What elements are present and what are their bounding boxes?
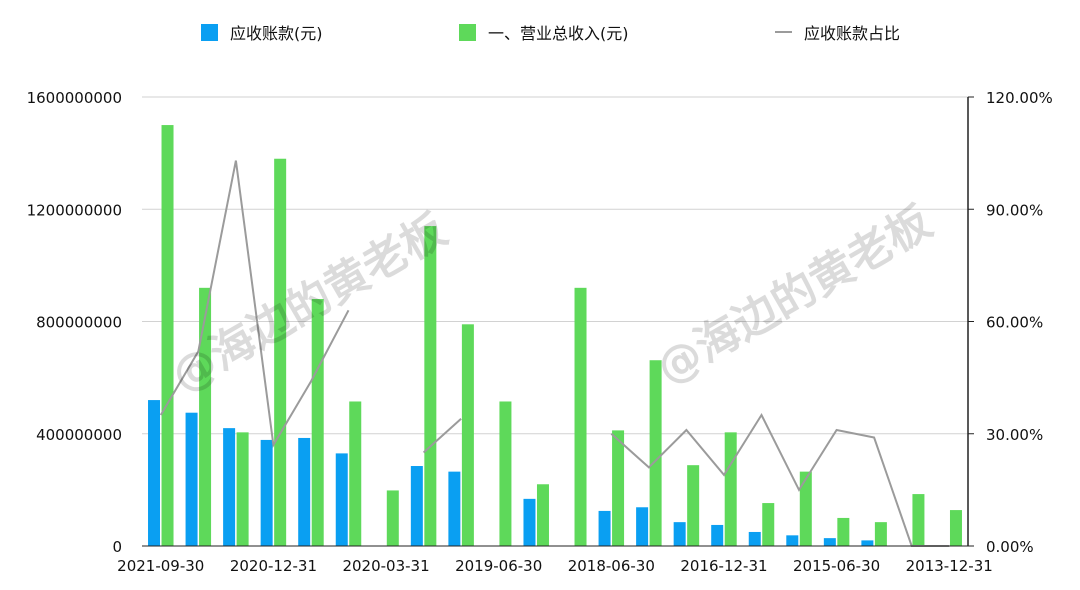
- x-tick-label: 2020-12-31: [230, 557, 317, 575]
- ratio-line-segment: [422, 418, 462, 454]
- ratio-line-segment: [610, 412, 950, 547]
- receivables-bar: [223, 428, 236, 546]
- ratio-line: [159, 160, 950, 547]
- receivables-bar: [598, 510, 611, 546]
- receivables-bar: [260, 439, 273, 546]
- x-tick-label: 2020-03-31: [342, 557, 429, 575]
- receivables-bar: [786, 535, 799, 546]
- revenue-bar: [349, 401, 362, 546]
- revenue-bar: [949, 510, 962, 546]
- receivables-bar: [673, 522, 686, 546]
- receivables-bar: [335, 453, 348, 546]
- receivables-bar: [523, 498, 536, 546]
- legend-label: 一、营业总收入(元): [488, 24, 629, 43]
- revenue-bar: [612, 430, 625, 546]
- receivables-bar: [298, 437, 311, 546]
- y-tick-label: 400000000: [36, 426, 122, 444]
- chart-legend: 应收账款(元) 一、营业总收入(元) 应收账款占比: [201, 24, 900, 43]
- revenue-bar: [724, 432, 737, 546]
- revenue-bar: [386, 490, 399, 546]
- x-tick-label: 2015-06-30: [793, 557, 880, 575]
- x-tick-label: 2013-12-31: [906, 557, 993, 575]
- receivables-bar: [410, 466, 423, 546]
- revenue-bar: [649, 360, 662, 546]
- revenue-bar: [837, 517, 850, 546]
- legend-label: 应收账款(元): [230, 24, 323, 43]
- revenue-bar: [499, 401, 512, 546]
- bar-marks: [148, 125, 962, 547]
- y2-tick-label: 0.00%: [986, 538, 1034, 556]
- y2-tick-label: 30.00%: [986, 426, 1043, 444]
- receivables-bar: [823, 538, 836, 546]
- watermark-text: @海边的黄老板: [648, 196, 940, 394]
- x-tick-label: 2018-06-30: [568, 557, 655, 575]
- receivables-bar: [636, 507, 649, 546]
- revenue-bar: [912, 494, 925, 546]
- y-tick-label: 1200000000: [27, 201, 122, 219]
- y2-tick-label: 60.00%: [986, 314, 1043, 332]
- receivables-bar: [148, 400, 161, 546]
- y2-tick-label: 120.00%: [986, 89, 1053, 107]
- x-tick-label: 2016-12-31: [680, 557, 767, 575]
- axes: 0 400000000 800000000 1200000000 1600000000 0…: [27, 89, 1053, 575]
- revenue-bar: [762, 503, 775, 546]
- revenue-bar: [461, 324, 474, 546]
- revenue-bar: [311, 299, 324, 546]
- revenue-bar: [274, 158, 287, 547]
- legend-swatch: [201, 24, 218, 41]
- receivables-bar: [185, 412, 198, 546]
- receivables-bar: [748, 531, 761, 546]
- revenue-bar: [161, 125, 174, 546]
- y2-tick-label: 90.00%: [986, 201, 1043, 219]
- y-tick-label: 800000000: [36, 314, 122, 332]
- revenue-bar: [574, 287, 587, 546]
- y-tick-label: 1600000000: [27, 89, 122, 107]
- legend-label: 应收账款占比: [804, 24, 900, 43]
- y-tick-label: 0: [112, 538, 122, 556]
- revenue-bar: [799, 471, 812, 546]
- receivables-bar: [861, 540, 874, 546]
- revenue-bar: [687, 465, 700, 546]
- x-tick-label: 2021-09-30: [117, 557, 204, 575]
- revenue-bar: [424, 226, 437, 546]
- revenue-bar: [536, 484, 549, 546]
- x-tick-label: 2019-06-30: [455, 557, 542, 575]
- ratio-line-segment: [159, 160, 350, 449]
- legend-swatch: [459, 24, 476, 41]
- revenue-bar: [236, 432, 249, 546]
- receivables-bar: [711, 524, 724, 546]
- revenue-bar: [199, 287, 212, 546]
- revenue-bar: [874, 522, 887, 546]
- receivables-bar: [448, 471, 461, 546]
